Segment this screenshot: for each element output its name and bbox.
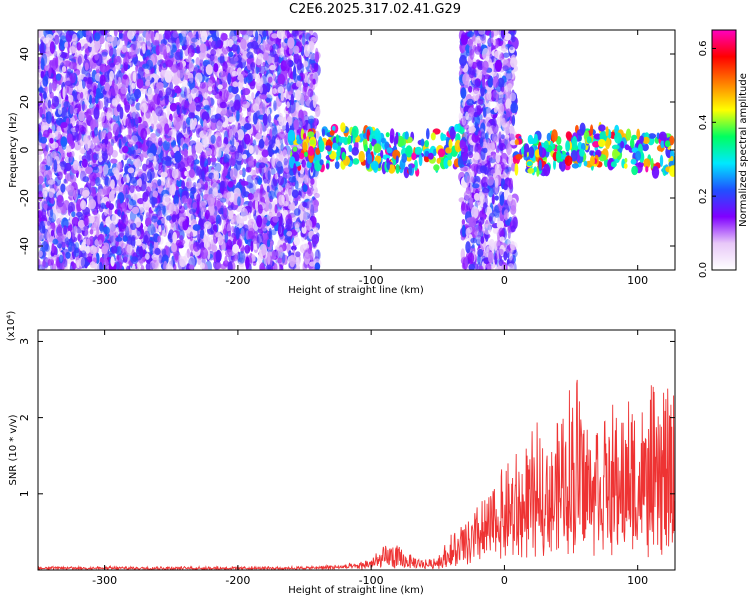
snr-y-tick-label: 1: [18, 490, 31, 497]
heatmap-y-tick-label: 40: [18, 47, 31, 61]
chart-title: C2E6.2025.317.02.41.G29: [288, 2, 462, 17]
heatmap-y-tick-label: 20: [18, 95, 31, 109]
snr-x-tick-label: -300: [92, 574, 117, 587]
heatmap-y-axis-label: Frequency (Hz): [8, 112, 19, 188]
colorbar-tick-label: 0.6: [698, 41, 709, 57]
heatmap-region: [38, 30, 675, 270]
heatmap-x-tick-label: 100: [627, 274, 648, 287]
snr-x-tick-label: -200: [225, 574, 250, 587]
heatmap-region-2: [458, 30, 519, 270]
heatmap-region-0: [38, 30, 322, 270]
heatmap-y-tick-label: 0: [18, 147, 31, 154]
heatmap-x-tick-label: 0: [501, 274, 508, 287]
heatmap-x-tick-label: -200: [225, 274, 250, 287]
heatmap-y-tick-label: -40: [18, 237, 31, 255]
heatmap-x-tick-label: -300: [92, 274, 117, 287]
snr-x-tick-label: -100: [359, 574, 384, 587]
snr-y-scale-label: (x10⁴): [6, 311, 17, 342]
heatmap-region-3: [512, 121, 675, 179]
snr-series-line: [38, 379, 675, 570]
heatmap-x-axis-label: Height of straight line (km): [288, 285, 424, 296]
snr-x-axis-label: Height of straight line (km): [288, 585, 424, 596]
snr-y-tick-label: 2: [18, 414, 31, 421]
colorbar-tick-label: 0.2: [698, 188, 709, 204]
snr-x-tick-label: 100: [627, 574, 648, 587]
colorbar: [711, 29, 737, 271]
snr-y-tick-label: 3: [18, 338, 31, 345]
snr-plot: [38, 379, 675, 570]
snr-y-axis-label: SNR (10 * v/v): [8, 414, 19, 485]
colorbar-tick-label: 0.4: [698, 114, 709, 130]
heatmap-region-1: [287, 122, 467, 179]
colorbar-label: Normalized spectral amplitude: [738, 73, 749, 227]
snr-x-tick-label: 0: [501, 574, 508, 587]
heatmap-y-tick-label: -20: [18, 189, 31, 207]
colorbar-tick-label: 0.0: [698, 262, 709, 278]
heatmap-x-tick-label: -100: [359, 274, 384, 287]
snr-frame: [37, 329, 676, 571]
